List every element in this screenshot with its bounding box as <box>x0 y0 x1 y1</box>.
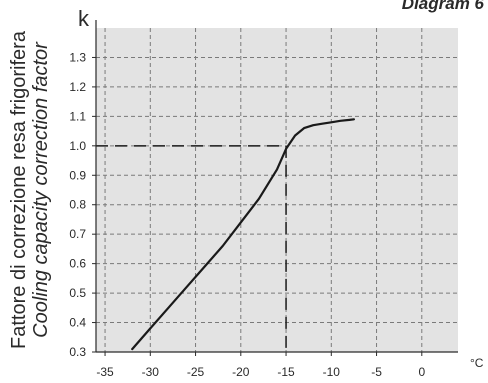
x-tick-label: -30 <box>142 365 160 379</box>
axes <box>92 20 458 356</box>
y-tick-label: 1.3 <box>69 50 86 64</box>
x-tick-label: -5 <box>371 365 382 379</box>
series <box>131 118 355 351</box>
x-tick-label: 0 <box>418 365 425 379</box>
y-tick-label: 1.0 <box>69 139 86 153</box>
x-axis-unit: °C <box>470 356 484 370</box>
x-tick-label: -15 <box>277 365 295 379</box>
y-tick-label: 1.2 <box>69 80 86 94</box>
reference-lines <box>96 145 287 352</box>
y-tick-label: 0.5 <box>69 286 86 300</box>
y-tick-label: 0.3 <box>69 345 86 359</box>
x-tick-label: -10 <box>323 365 341 379</box>
x-tick-label: -20 <box>232 365 250 379</box>
plot-area <box>96 28 458 352</box>
y-tick-label: 1.1 <box>69 109 86 123</box>
y-tick-label: 0.4 <box>69 316 86 330</box>
y-tick-label: 0.7 <box>69 227 86 241</box>
y-axis-symbol: k <box>78 6 89 31</box>
x-tick-label: -35 <box>96 365 114 379</box>
series-line <box>131 118 355 351</box>
y-tick-label: 0.9 <box>69 168 86 182</box>
y-tick-label: 0.8 <box>69 198 86 212</box>
y-tick-label: 0.6 <box>69 257 86 271</box>
tick-labels: -35 -30 -25 -20 -15 -10 -5 0 0.3 0.4 0.5 0.6 0.7 0.8 0… <box>69 50 425 379</box>
x-tick-label: -25 <box>187 365 205 379</box>
chart-title: Diagram 6 <box>401 0 484 13</box>
